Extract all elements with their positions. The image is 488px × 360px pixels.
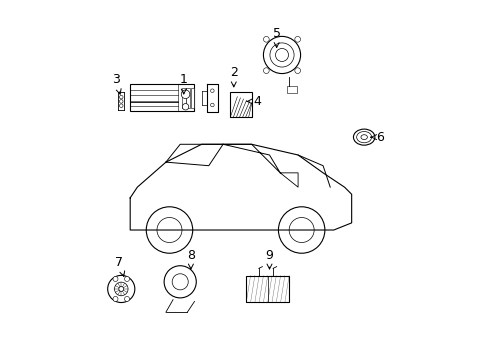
Circle shape bbox=[181, 90, 189, 99]
Circle shape bbox=[263, 36, 300, 73]
Ellipse shape bbox=[353, 129, 374, 145]
Text: 4: 4 bbox=[246, 95, 261, 108]
Circle shape bbox=[164, 266, 196, 298]
Circle shape bbox=[119, 287, 123, 291]
Circle shape bbox=[269, 43, 293, 67]
Circle shape bbox=[119, 95, 123, 99]
Circle shape bbox=[288, 217, 313, 243]
Circle shape bbox=[113, 296, 118, 301]
Circle shape bbox=[107, 275, 135, 302]
FancyBboxPatch shape bbox=[190, 88, 194, 108]
Circle shape bbox=[210, 89, 214, 93]
Circle shape bbox=[124, 296, 129, 301]
Circle shape bbox=[157, 217, 182, 243]
FancyBboxPatch shape bbox=[182, 88, 185, 108]
Circle shape bbox=[124, 276, 129, 282]
FancyBboxPatch shape bbox=[186, 88, 189, 108]
FancyBboxPatch shape bbox=[130, 85, 194, 111]
FancyBboxPatch shape bbox=[246, 275, 288, 302]
Circle shape bbox=[113, 276, 118, 282]
Text: 8: 8 bbox=[186, 248, 195, 269]
Circle shape bbox=[119, 100, 123, 103]
Circle shape bbox=[294, 36, 300, 42]
Text: 7: 7 bbox=[115, 256, 124, 276]
Text: 3: 3 bbox=[112, 73, 121, 94]
Ellipse shape bbox=[360, 135, 366, 140]
Ellipse shape bbox=[356, 131, 371, 143]
Circle shape bbox=[182, 104, 188, 110]
Circle shape bbox=[263, 68, 269, 73]
FancyBboxPatch shape bbox=[286, 86, 297, 93]
Circle shape bbox=[119, 104, 123, 108]
Text: 2: 2 bbox=[229, 66, 237, 87]
Circle shape bbox=[146, 207, 192, 253]
Circle shape bbox=[278, 207, 324, 253]
Text: 5: 5 bbox=[272, 27, 280, 48]
Circle shape bbox=[263, 36, 269, 42]
Text: 9: 9 bbox=[265, 248, 273, 269]
Circle shape bbox=[114, 282, 128, 296]
Text: 6: 6 bbox=[370, 131, 384, 144]
Circle shape bbox=[210, 103, 214, 107]
Circle shape bbox=[294, 68, 300, 73]
Text: 1: 1 bbox=[180, 73, 187, 94]
Circle shape bbox=[275, 49, 288, 62]
Circle shape bbox=[172, 274, 188, 290]
FancyBboxPatch shape bbox=[230, 93, 251, 117]
